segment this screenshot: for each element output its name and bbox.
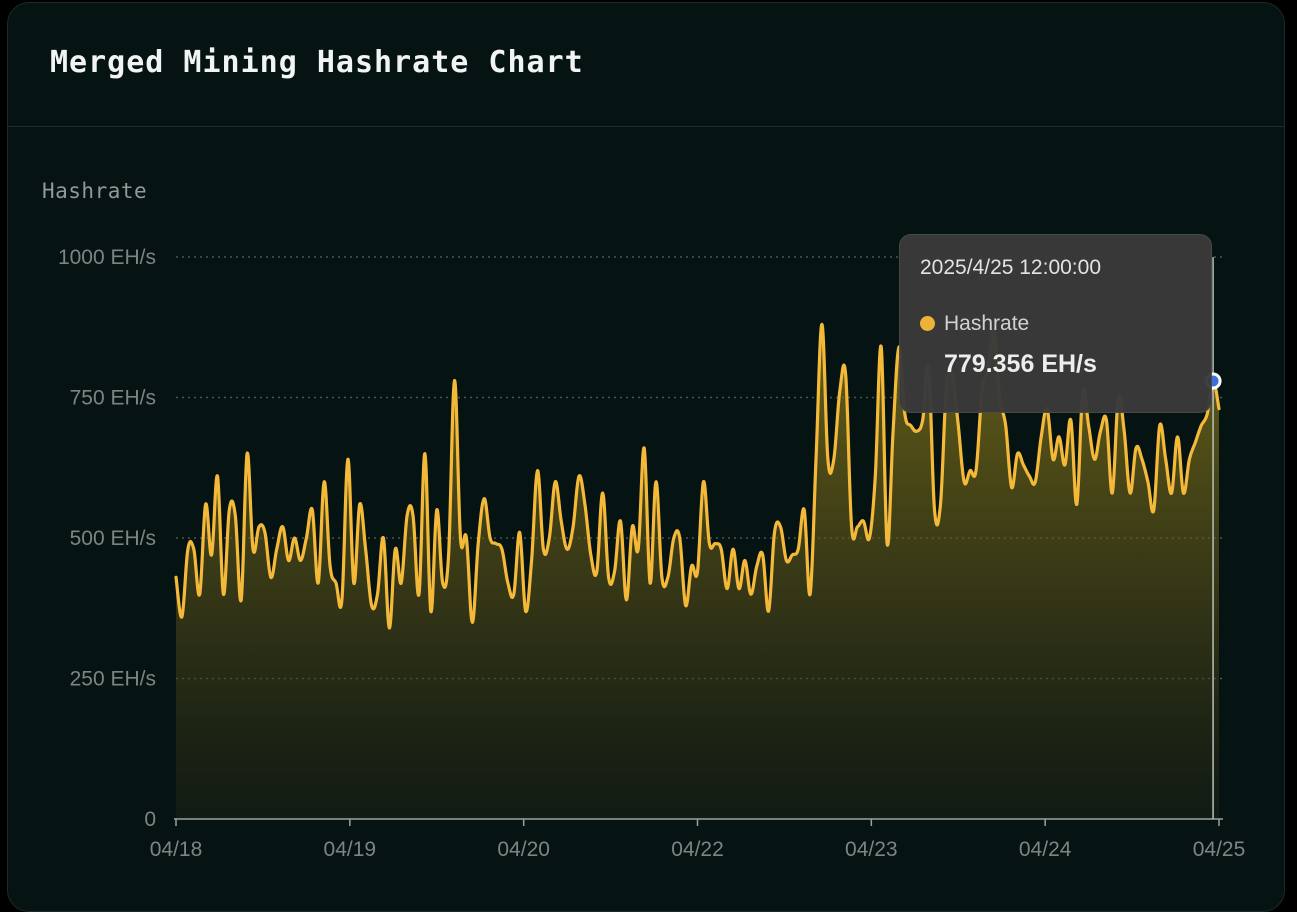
tooltip-value: 779.356 EH/s (944, 350, 1097, 378)
y-tick-label: 250 EH/s (70, 668, 156, 691)
x-tick-label: 04/24 (1019, 838, 1072, 861)
x-tick-label: 04/20 (497, 838, 550, 861)
card-header: Merged Mining Hashrate Chart (8, 3, 1284, 127)
x-axis-ticks: 04/18 04/19 04/20 04/22 04/23 04/24 04/25 (150, 819, 1246, 861)
x-tick-label: 04/23 (845, 838, 898, 861)
x-tick-label: 04/25 (1193, 838, 1246, 861)
chart-tooltip: 2025/4/25 12:00:00 Hashrate 779.356 EH/s (899, 234, 1212, 413)
y-tick-label: 0 (144, 808, 156, 831)
chart-title: Merged Mining Hashrate Chart (50, 45, 584, 80)
y-tick-label: 1000 EH/s (58, 246, 156, 269)
x-tick-label: 04/19 (324, 838, 377, 861)
hashrate-series-line[interactable] (174, 322, 1221, 630)
tooltip-series-name: Hashrate (944, 312, 1030, 335)
y-tick-label: 750 EH/s (70, 387, 156, 410)
tooltip-date: 2025/4/25 12:00:00 (920, 256, 1102, 279)
y-axis-title: Hashrate (42, 179, 148, 203)
tooltip-series-color-dot (920, 316, 935, 331)
x-tick-label: 04/18 (150, 838, 203, 861)
y-tick-label: 500 EH/s (70, 527, 156, 550)
x-tick-label: 04/22 (671, 838, 724, 861)
y-axis-ticks: 0 250 EH/s 500 EH/s 750 EH/s 1000 EH/s (58, 246, 156, 831)
